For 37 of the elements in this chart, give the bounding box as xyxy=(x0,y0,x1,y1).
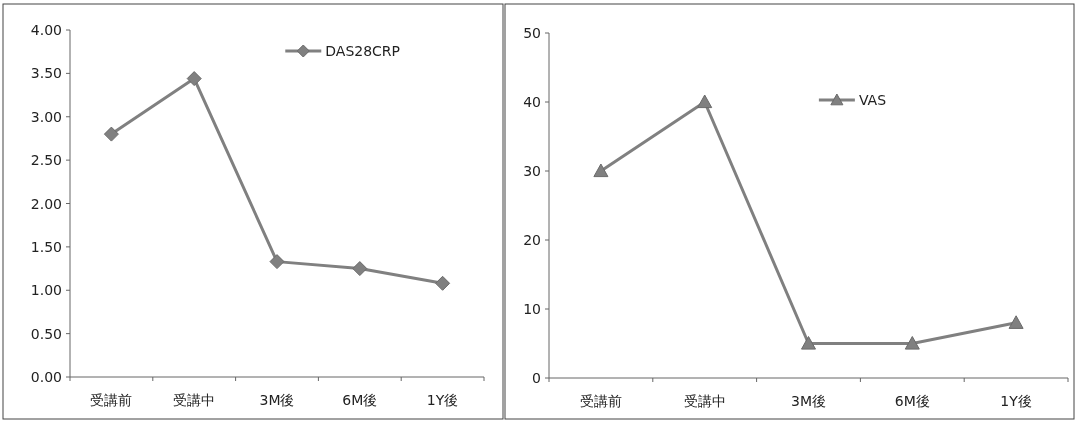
y-tick-label: 3.50 xyxy=(30,65,62,82)
y-tick-label: 2.50 xyxy=(30,152,62,169)
point xyxy=(593,163,609,178)
y-tick-label: 40 xyxy=(523,94,541,110)
point xyxy=(269,254,285,270)
legend-label: DAS28CRP xyxy=(325,43,401,59)
y-tick-label: 0.50 xyxy=(30,325,62,342)
x-tick-label: 受講中 xyxy=(683,393,726,409)
y-tick-label: 1.50 xyxy=(30,238,62,255)
y-tick-label: 30 xyxy=(523,163,541,179)
x-tick-label: 受講中 xyxy=(173,392,216,408)
y-tick-label: 0 xyxy=(532,370,541,386)
x-tick-label: 受講前 xyxy=(90,392,133,408)
x-tick-label: 受講前 xyxy=(579,393,622,409)
point xyxy=(186,71,202,87)
legend-label: VAS xyxy=(858,92,887,108)
y-tick-label: 3.00 xyxy=(30,108,62,125)
point xyxy=(435,275,451,291)
point xyxy=(352,261,368,277)
y-tick-label: 0.00 xyxy=(30,369,62,385)
y-tick-label: 10 xyxy=(523,301,541,317)
x-tick-label: 1Y後 xyxy=(1000,393,1032,409)
point xyxy=(801,336,816,350)
x-tick-label: 1Y後 xyxy=(426,392,459,408)
x-tick-label: 3M後 xyxy=(791,393,826,409)
x-tick-label: 6M後 xyxy=(342,392,378,408)
point xyxy=(904,336,920,350)
y-tick-label: 4.00 xyxy=(30,22,62,38)
x-tick-label: 3M後 xyxy=(259,392,295,408)
point xyxy=(697,94,713,109)
y-tick-label: 20 xyxy=(523,232,541,248)
y-tick-label: 50 xyxy=(523,25,541,41)
x-tick-label: 6M後 xyxy=(894,393,930,409)
point xyxy=(1008,315,1024,329)
y-tick-label: 1.00 xyxy=(30,282,62,299)
point xyxy=(103,126,119,142)
y-tick-label: 2.00 xyxy=(30,195,62,212)
